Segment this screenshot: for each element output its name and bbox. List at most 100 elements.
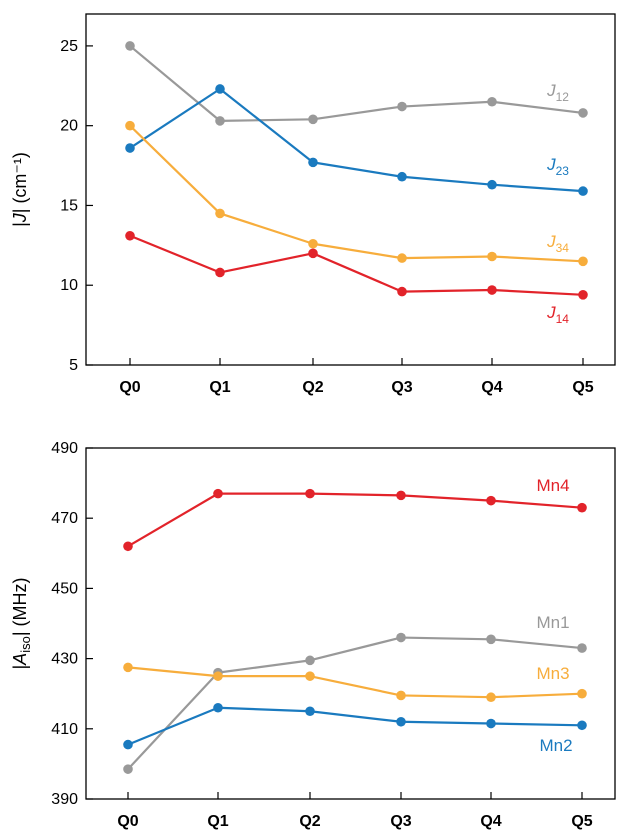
x-tick-label: Q2	[299, 813, 320, 830]
data-point-J14-Q0	[125, 230, 135, 241]
data-point-J14-Q2	[308, 248, 318, 259]
series-line-Mn1	[127, 636, 583, 770]
series-J23: J23	[125, 84, 588, 196]
series-line-Mn3	[127, 666, 583, 699]
data-point-Mn1-Q4	[486, 634, 496, 645]
plot-frame	[85, 447, 616, 800]
data-point-Mn3-Q2	[305, 671, 315, 681]
y-tick-label: 390	[51, 791, 78, 808]
data-point-Mn1-Q3	[396, 632, 406, 643]
y-tick-label: 15	[60, 197, 78, 214]
data-point-J14-Q4	[487, 285, 497, 295]
y-tick-label: 490	[51, 440, 78, 457]
data-point-Mn2-Q4	[486, 718, 496, 729]
series-label-J23: J23	[546, 155, 569, 178]
data-point-Mn2-Q5	[577, 720, 587, 731]
series-Mn3: Mn3	[123, 662, 587, 703]
data-point-J23-Q3	[397, 171, 407, 182]
data-point-Mn3-Q0	[123, 662, 133, 673]
data-point-Mn1-Q5	[577, 643, 587, 653]
series-label-Mn2: Mn2	[539, 736, 572, 755]
data-point-J14-Q5	[578, 290, 588, 300]
x-tick-label: Q1	[207, 813, 228, 830]
series-label-J14: J14	[546, 303, 569, 326]
y-tick-label: 25	[60, 38, 78, 55]
data-point-Mn3-Q5	[577, 688, 587, 699]
series-Mn4: Mn4	[123, 476, 587, 552]
series-label-Mn3: Mn3	[536, 664, 569, 683]
x-tick-label: Q3	[390, 813, 411, 830]
x-tick-label: Q2	[302, 379, 323, 396]
data-point-Mn4-Q5	[577, 502, 587, 513]
y-tick-label: 5	[69, 357, 78, 374]
data-point-J12-Q2	[308, 114, 318, 125]
data-point-J23-Q1	[215, 84, 225, 94]
series-label-Mn1: Mn1	[536, 613, 569, 632]
chart-panel-2: 390 410 430 450 470 490 Q0 Q1 Q2 Q3 Q4 Q5 |Aiso| (MH…	[10, 440, 616, 830]
data-point-J34-Q3	[397, 253, 407, 263]
x-tick-label: Q0	[117, 813, 138, 830]
series-label-J34: J34	[546, 232, 569, 255]
x-tick-label: Q4	[480, 813, 501, 830]
data-point-Mn3-Q4	[486, 692, 496, 703]
series-J14: J14	[125, 230, 588, 326]
data-point-Mn1-Q2	[305, 655, 315, 666]
y-tick-label: 20	[60, 118, 78, 135]
x-tick-label: Q4	[481, 379, 502, 396]
y-tick-label: 450	[51, 580, 78, 597]
data-point-J12-Q0	[125, 41, 135, 51]
data-point-J34-Q1	[215, 208, 225, 219]
series-line-J23	[129, 87, 584, 193]
data-point-J34-Q0	[125, 120, 135, 131]
y-tick-label: 470	[51, 510, 78, 527]
y-axis-label: |Aiso| (MHz)	[10, 578, 33, 670]
data-point-J23-Q4	[487, 179, 497, 190]
data-point-J23-Q5	[578, 186, 588, 196]
data-point-Mn4-Q1	[213, 488, 223, 499]
data-point-Mn3-Q3	[396, 690, 406, 701]
series-line-Mn4	[127, 492, 583, 548]
series-Mn1: Mn1	[123, 613, 587, 774]
series-line-Mn2	[127, 706, 583, 746]
data-point-Mn4-Q4	[486, 495, 496, 506]
data-point-J34-Q5	[578, 256, 588, 267]
data-point-Mn4-Q0	[123, 541, 133, 552]
series-Mn2: Mn2	[123, 702, 587, 755]
x-tick-label: Q0	[119, 379, 140, 396]
x-tick-label: Q1	[209, 379, 230, 396]
series-label-Mn4: Mn4	[536, 476, 569, 495]
x-tick-label: Q5	[571, 813, 592, 830]
data-point-Mn2-Q2	[305, 706, 315, 717]
series-line-J34	[129, 124, 584, 263]
data-point-J12-Q1	[215, 116, 225, 126]
data-point-J34-Q4	[487, 251, 497, 262]
series-J12: J12	[125, 41, 588, 126]
series-line-J14	[129, 234, 584, 296]
y-tick-label: 410	[51, 721, 78, 738]
data-point-Mn4-Q3	[396, 490, 406, 501]
y-axis-label: |J| (cm⁻¹)	[10, 152, 30, 227]
x-tick-label: Q3	[391, 379, 412, 396]
data-point-Mn3-Q1	[213, 671, 223, 681]
data-point-Mn2-Q1	[213, 702, 223, 713]
data-point-Mn2-Q3	[396, 716, 406, 727]
data-point-Mn2-Q0	[123, 739, 133, 750]
y-tick-label: 430	[51, 651, 78, 668]
chart-panel-1: 5 10 15 20 25 Q0 Q1 Q2 Q3 Q4 Q5 |J| (cm⁻¹) J12 J23 J34…	[10, 13, 616, 396]
x-tick-label: Q5	[572, 379, 593, 396]
series-label-J12: J12	[546, 81, 569, 104]
data-point-Mn4-Q2	[305, 488, 315, 499]
data-point-J23-Q0	[125, 143, 135, 153]
series-line-J12	[129, 45, 584, 122]
y-tick-label: 10	[60, 277, 78, 294]
series-J34: J34	[125, 120, 588, 267]
data-point-J12-Q4	[487, 96, 497, 107]
data-point-J14-Q3	[397, 286, 407, 297]
plot-frame	[85, 13, 616, 366]
data-point-J14-Q1	[215, 267, 225, 278]
data-point-J34-Q2	[308, 238, 318, 249]
data-point-J12-Q3	[397, 101, 407, 112]
data-point-J12-Q5	[578, 108, 588, 118]
data-point-J23-Q2	[308, 157, 318, 168]
